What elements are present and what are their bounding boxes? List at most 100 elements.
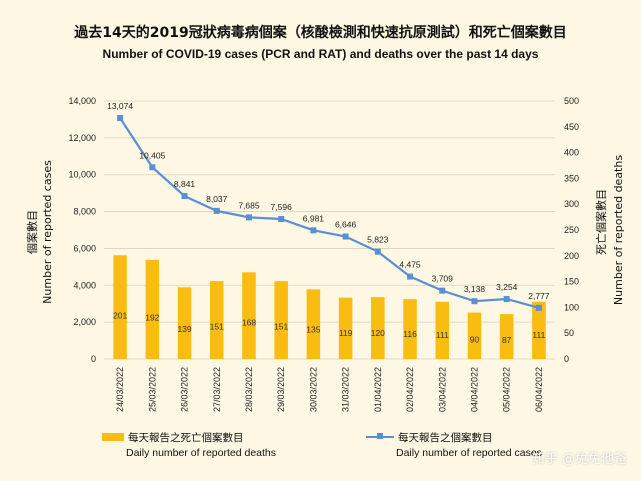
right-tick-label: 100	[564, 302, 579, 312]
death-bar	[435, 301, 450, 359]
death-bar	[532, 301, 546, 359]
cases-point-label: 6,981	[303, 213, 325, 223]
legend-bar: 每天報告之死亡個案數目 Daily number of reported dea…	[102, 430, 276, 459]
x-tick-label: 25/03/2022	[147, 367, 157, 412]
death-bar	[306, 289, 321, 359]
cases-point	[181, 193, 188, 200]
chart-title-zh: 過去14天的2019冠狀病毒病個案（核酸檢測和快速抗原測試）和死亡個案數目	[74, 25, 567, 41]
right-axis-title-en: Number of reported deaths	[612, 155, 625, 305]
cases-point	[213, 207, 220, 214]
bar-data-labels: 201 192 139 151 168 151 135 119 120 116 111 90 87 111	[113, 310, 546, 345]
legend-line-label-en: Daily number of reported cases	[396, 447, 542, 459]
death-bar	[274, 281, 288, 359]
x-tick-label: 30/03/2022	[308, 367, 318, 412]
legend-bar-swatch	[102, 433, 124, 441]
x-tick-label: 28/03/2022	[244, 367, 254, 412]
cases-point	[310, 227, 317, 234]
watermark: 知乎 @免免他爸	[531, 452, 627, 467]
left-tick-label: 14,000	[68, 96, 96, 106]
cases-point	[117, 115, 124, 122]
left-tick-label: 10,000	[68, 170, 96, 180]
bars-series	[113, 255, 546, 359]
x-tick-label: 04/04/2022	[469, 367, 479, 412]
death-bar-label: 135	[306, 325, 320, 335]
x-tick-label: 26/03/2022	[180, 367, 190, 412]
right-tick-label: 200	[564, 251, 579, 261]
legend-line-label-zh: 每天報告之個案數目	[398, 432, 493, 444]
x-tick-label: 03/04/2022	[437, 367, 447, 412]
left-tick-label: 6,000	[73, 243, 96, 253]
right-tick-label: 400	[564, 148, 579, 158]
death-bar	[145, 259, 160, 359]
x-axis-ticks: 24/03/2022 25/03/2022 26/03/2022 27/03/2022…	[115, 367, 544, 412]
right-tick-label: 300	[564, 199, 579, 209]
cases-point-label: 6,646	[335, 220, 357, 230]
cases-point-label: 3,709	[432, 274, 454, 284]
cases-point	[374, 248, 381, 255]
cases-point	[471, 298, 478, 305]
death-bar-label: 168	[242, 318, 256, 328]
death-bar	[338, 297, 353, 359]
line-data-labels: 13,074 10,405 8,841 8,037 7,685 7,596 6,981 6,6…	[107, 101, 550, 301]
x-tick-label: 02/04/2022	[405, 367, 415, 412]
death-bar-label: 192	[145, 312, 159, 322]
right-tick-label: 50	[564, 328, 574, 338]
x-tick-label: 06/04/2022	[534, 367, 544, 412]
cases-point	[503, 296, 510, 303]
x-tick-label: 01/04/2022	[373, 367, 383, 412]
right-tick-label: 250	[564, 225, 579, 235]
cases-point-label: 7,685	[238, 200, 260, 210]
legend-bar-label-zh: 每天報告之死亡個案數目	[128, 432, 244, 444]
legend-line-swatch	[366, 433, 394, 439]
death-bar-label: 111	[532, 330, 545, 340]
x-tick-label: 29/03/2022	[276, 367, 286, 412]
left-axis-ticks: 0 2,000 4,000 6,000 8,000 10,000 12,000 14,000	[68, 96, 96, 364]
right-axis-title-zh: 死亡個案數目	[594, 189, 608, 255]
legend-line: 每天報告之個案數目 Daily number of reported cases	[366, 430, 542, 459]
x-tick-label: 27/03/2022	[212, 367, 222, 412]
right-tick-label: 450	[564, 122, 579, 132]
legend-bar-label-en: Daily number of reported deaths	[126, 447, 276, 459]
cases-point-label: 8,841	[174, 179, 196, 189]
death-bar-label: 120	[371, 328, 385, 338]
cases-point-label: 8,037	[206, 194, 228, 204]
death-bar-label: 151	[274, 321, 288, 331]
death-bar-label: 116	[403, 329, 417, 339]
right-tick-label: 500	[564, 96, 579, 106]
cases-point-label: 10,405	[139, 150, 165, 160]
death-bar-label: 119	[339, 328, 353, 338]
x-tick-label: 05/04/2022	[502, 367, 512, 412]
death-bar	[499, 314, 514, 359]
death-bar	[242, 272, 256, 359]
x-tick-label: 24/03/2022	[115, 367, 125, 412]
grid-lines	[104, 100, 555, 360]
cases-point-label: 5,823	[367, 235, 389, 245]
cases-point	[342, 233, 349, 240]
cases-point-label: 3,138	[464, 284, 486, 294]
left-tick-label: 12,000	[68, 133, 96, 143]
death-bar	[209, 281, 224, 359]
left-tick-label: 2,000	[73, 317, 96, 327]
death-bar-label: 151	[210, 321, 224, 331]
cases-point	[535, 304, 542, 311]
left-tick-label: 8,000	[73, 207, 96, 217]
death-bar	[177, 287, 192, 359]
cases-point-label: 13,074	[107, 101, 133, 111]
right-axis-ticks: 0 50 100 150 200 250 300 350 400 450 500	[564, 96, 579, 364]
cases-point	[278, 216, 285, 223]
death-bar	[113, 255, 127, 359]
left-tick-label: 0	[91, 354, 96, 364]
cases-point-label: 4,475	[399, 260, 421, 270]
right-tick-label: 350	[564, 173, 579, 183]
death-bar-label: 87	[502, 335, 512, 345]
cases-point-label: 2,777	[528, 291, 550, 301]
left-axis-title-en: Number of reported cases	[41, 160, 54, 304]
left-tick-label: 4,000	[73, 280, 96, 290]
line-series	[117, 115, 542, 311]
death-bar	[403, 299, 417, 359]
chart-title-en: Number of COVID-19 cases (PCR and RAT) a…	[102, 47, 539, 61]
cases-point	[407, 273, 414, 280]
right-tick-label: 150	[564, 277, 579, 287]
death-bar-label: 139	[177, 324, 191, 334]
